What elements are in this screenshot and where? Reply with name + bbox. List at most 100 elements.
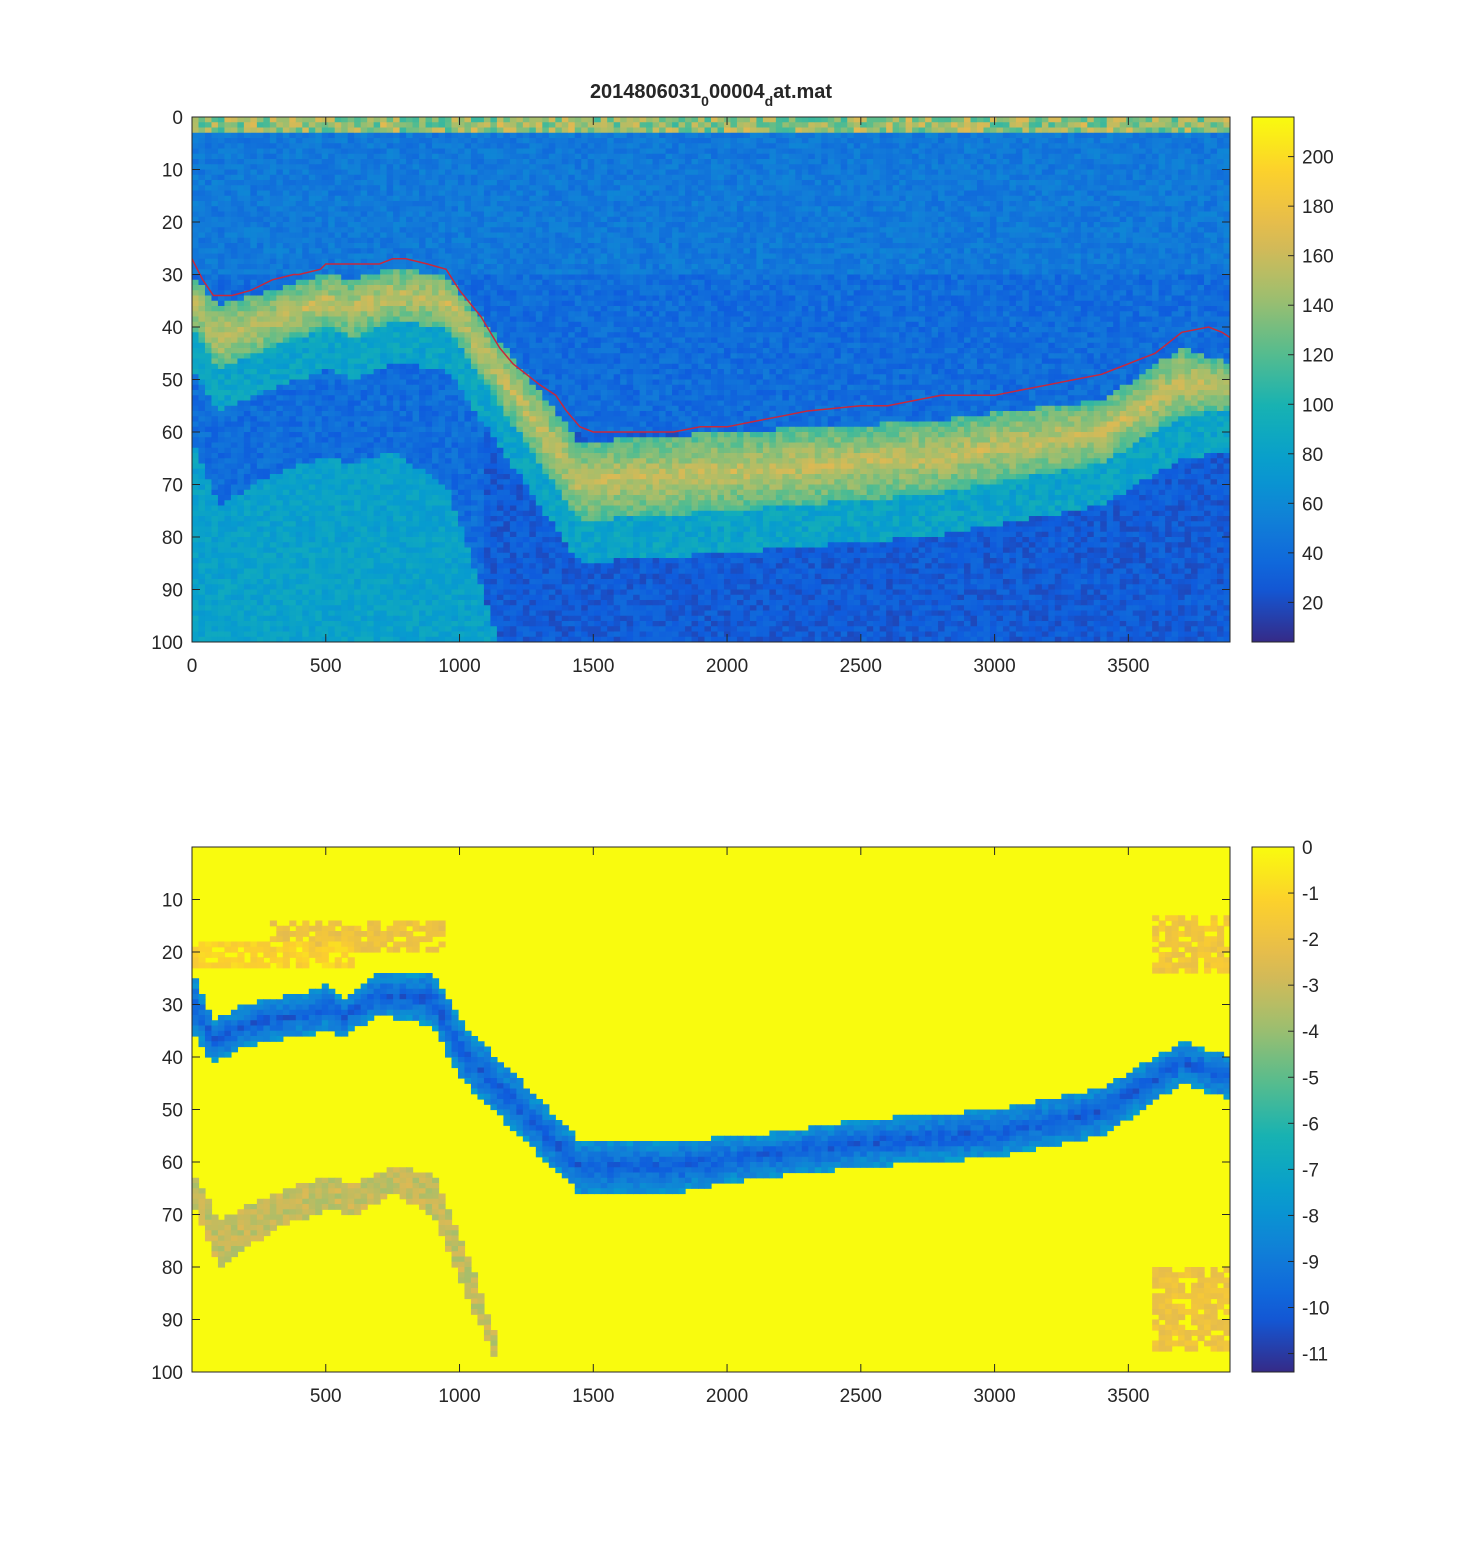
echogram-cell	[373, 117, 381, 123]
echogram-cell	[334, 505, 342, 512]
echogram-cell	[334, 416, 342, 423]
echogram-cell	[509, 384, 517, 391]
echogram-cell	[302, 363, 310, 370]
echogram-cell	[263, 122, 271, 129]
echogram-cell	[256, 411, 264, 417]
echogram-cell	[412, 605, 420, 612]
echogram-cell	[373, 505, 381, 512]
echogram-cell	[412, 636, 420, 642]
echogram-cell	[464, 468, 472, 475]
echogram-cell	[386, 531, 394, 538]
echogram-cell	[334, 405, 342, 412]
echogram-cell	[256, 573, 264, 580]
echogram-cell	[204, 290, 213, 297]
echogram-cell	[321, 253, 329, 260]
echogram-cell	[490, 573, 498, 580]
echogram-cell	[302, 316, 310, 323]
echogram-cell	[496, 206, 504, 213]
echogram-cell	[445, 521, 453, 528]
echogram-cell	[393, 458, 401, 465]
echogram-cell	[224, 195, 232, 202]
echogram-cell	[243, 337, 251, 344]
echogram-cell	[470, 300, 479, 307]
echogram-cell	[380, 353, 388, 360]
echogram-cell	[243, 405, 251, 412]
echogram-cell	[445, 489, 453, 496]
echogram-cell	[509, 143, 517, 150]
echogram-cell	[334, 243, 342, 249]
echogram-cell	[282, 437, 290, 444]
echogram-cell	[373, 248, 381, 255]
echogram-cell	[457, 526, 466, 533]
echogram-cell	[211, 605, 219, 612]
echogram-cell	[276, 442, 284, 449]
echogram-cell	[237, 327, 245, 333]
echogram-cell	[425, 447, 433, 454]
echogram-cell	[295, 316, 303, 323]
echogram-cell	[483, 306, 492, 312]
echogram-cell	[295, 579, 303, 585]
echogram-cell	[347, 579, 355, 585]
echogram-cell	[360, 484, 368, 491]
echogram-cell	[263, 411, 271, 417]
echogram-cell	[386, 463, 394, 470]
echogram-cell	[367, 122, 375, 129]
echogram-cell	[354, 363, 362, 370]
echogram-cell	[419, 621, 427, 627]
echogram-cell	[419, 489, 427, 496]
echogram-cell	[470, 122, 479, 129]
echogram-cell	[451, 531, 459, 538]
echogram-cell	[224, 300, 232, 307]
echogram-cell	[451, 311, 459, 318]
echogram-cell	[457, 489, 466, 496]
echogram-cell	[496, 216, 504, 223]
echogram-cell	[230, 594, 239, 601]
echogram-cell	[328, 211, 336, 218]
echogram-cell	[315, 379, 323, 386]
echogram-cell	[470, 384, 479, 391]
echogram-cell	[347, 363, 355, 370]
echogram-cell	[380, 243, 388, 249]
echogram-cell	[282, 164, 290, 171]
echogram-cell	[308, 122, 316, 129]
echogram-cell	[503, 636, 511, 642]
echogram-cell	[386, 342, 394, 349]
echogram-cell	[243, 484, 251, 491]
echogram-cell	[360, 453, 368, 459]
echogram-cell	[192, 605, 200, 612]
echogram-cell	[399, 379, 407, 386]
echogram-cell	[211, 190, 219, 197]
echogram-cell	[483, 547, 492, 554]
echogram-cell	[406, 384, 414, 391]
echogram-cell	[483, 610, 492, 617]
echogram-cell	[308, 306, 316, 312]
echogram-cell	[490, 358, 498, 365]
echogram-cell	[367, 321, 375, 328]
echogram-cell	[204, 510, 213, 517]
echogram-cell	[432, 279, 440, 286]
echogram-cell	[470, 159, 479, 165]
echogram-cell	[360, 568, 368, 575]
echogram-cell	[276, 447, 284, 454]
echogram-cell	[380, 395, 388, 402]
echogram-cell	[256, 274, 264, 281]
echogram-cell	[419, 185, 427, 192]
echogram-cell	[315, 274, 323, 281]
echogram-cell	[315, 132, 323, 139]
echogram-cell	[490, 484, 498, 491]
echogram-cell	[457, 594, 466, 601]
echogram-cell	[328, 159, 336, 165]
echogram-cell	[276, 332, 284, 339]
echogram-cell	[483, 159, 492, 165]
echogram-cell	[464, 395, 472, 402]
echogram-cell	[360, 169, 368, 176]
echogram-cell	[341, 321, 349, 328]
echogram-cell	[432, 159, 440, 165]
echogram-cell	[419, 243, 427, 249]
echogram-cell	[328, 447, 336, 454]
echogram-cell	[425, 558, 433, 564]
echogram-cell	[432, 626, 440, 633]
echogram-cell	[490, 117, 498, 123]
echogram-cell	[360, 437, 368, 444]
echogram-cell	[224, 222, 232, 228]
